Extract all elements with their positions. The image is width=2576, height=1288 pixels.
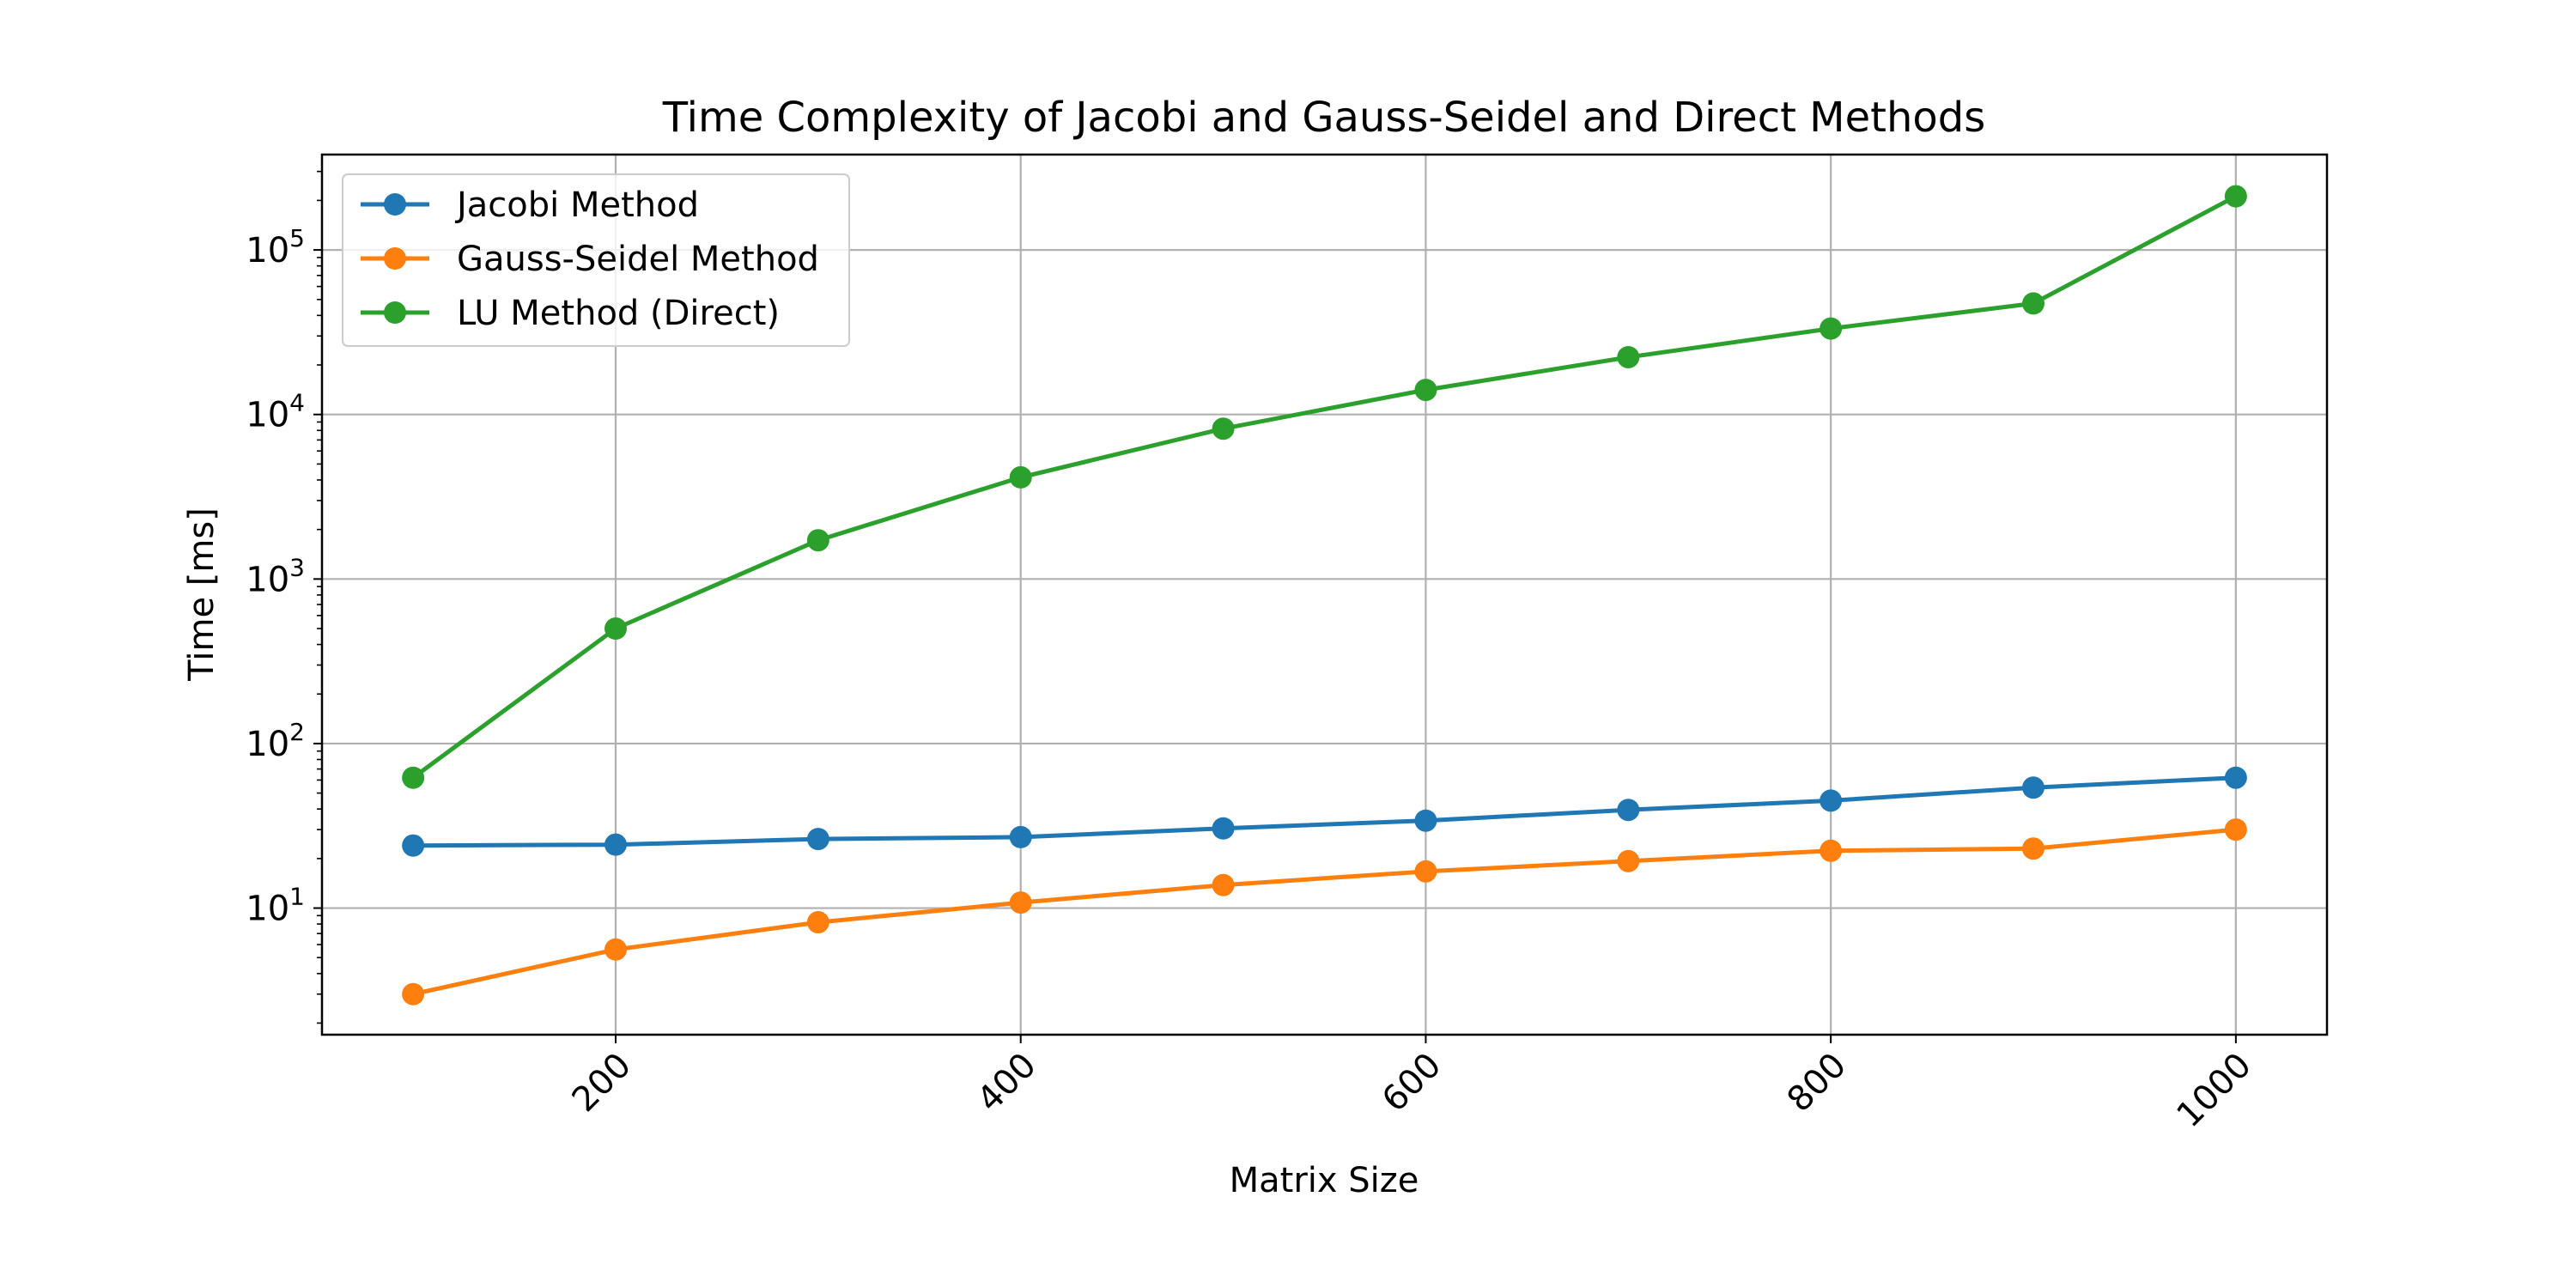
legend-marker bbox=[384, 247, 406, 270]
data-point bbox=[402, 982, 425, 1005]
series-1 bbox=[402, 818, 2247, 1005]
data-point bbox=[1414, 860, 1437, 883]
data-point bbox=[1820, 789, 1843, 812]
data-point bbox=[1820, 317, 1843, 340]
data-point bbox=[1414, 379, 1437, 402]
data-point bbox=[1820, 839, 1843, 862]
series-line bbox=[412, 827, 2237, 997]
data-point bbox=[806, 529, 829, 552]
legend-item: Gauss-Seidel Method bbox=[361, 240, 819, 279]
legend-item: Jacobi Method bbox=[361, 185, 699, 225]
data-point bbox=[604, 617, 627, 641]
y-tick-label: 102 bbox=[246, 718, 305, 764]
legend-box bbox=[342, 173, 850, 347]
legend-marker bbox=[384, 193, 406, 216]
y-axis-label: Time [ms] bbox=[182, 507, 222, 682]
legend-label: Jacobi Method bbox=[454, 185, 699, 225]
data-point bbox=[604, 833, 627, 856]
data-point bbox=[1617, 849, 1640, 872]
data-point bbox=[806, 911, 829, 934]
data-point bbox=[2224, 766, 2247, 789]
series-line bbox=[413, 775, 2237, 848]
chart-title: Time Complexity of Jacobi and Gauss-Seid… bbox=[662, 94, 1985, 142]
y-tick-label: 105 bbox=[246, 224, 305, 270]
legend-label: LU Method (Direct) bbox=[457, 294, 780, 333]
y-tick-label: 104 bbox=[246, 389, 305, 435]
grid-lines bbox=[322, 155, 2327, 1035]
data-point bbox=[1212, 417, 1235, 440]
series-layer bbox=[402, 185, 2247, 1005]
series-2 bbox=[402, 185, 2247, 789]
legend-label: Gauss-Seidel Method bbox=[457, 240, 819, 279]
data-point bbox=[604, 938, 627, 961]
legend: Jacobi Method Gauss-Seidel Method LU Metho… bbox=[342, 173, 850, 347]
data-point bbox=[402, 766, 425, 789]
data-point bbox=[1009, 465, 1032, 489]
series-0 bbox=[402, 766, 2247, 857]
legend-item: LU Method (Direct) bbox=[361, 294, 780, 333]
data-point bbox=[1212, 873, 1235, 896]
x-axis-label: Matrix Size bbox=[1230, 1161, 1419, 1200]
data-point bbox=[806, 828, 829, 851]
legend-marker bbox=[384, 301, 406, 324]
data-point bbox=[1212, 817, 1235, 840]
series-line bbox=[411, 194, 2238, 780]
data-point bbox=[1009, 891, 1032, 914]
data-point bbox=[1617, 799, 1640, 822]
data-point bbox=[1414, 809, 1437, 832]
data-point bbox=[2224, 818, 2247, 841]
data-point bbox=[2022, 776, 2045, 799]
data-point bbox=[1617, 345, 1640, 368]
data-point bbox=[402, 834, 425, 857]
data-point bbox=[2022, 292, 2045, 315]
y-tick-label: 103 bbox=[246, 553, 305, 599]
data-point bbox=[2224, 185, 2247, 208]
data-point bbox=[1009, 825, 1032, 848]
data-point bbox=[2022, 837, 2045, 860]
y-tick-label: 101 bbox=[246, 883, 305, 929]
